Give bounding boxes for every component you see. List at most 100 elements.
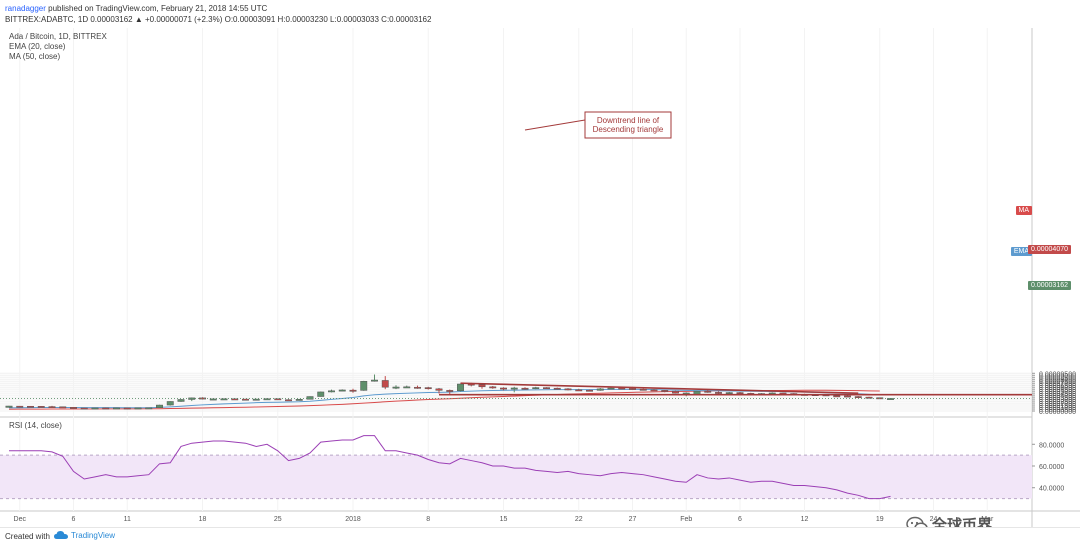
time-tick-label: 19: [876, 516, 884, 523]
downtrend-line: [460, 382, 859, 394]
candle-body: [263, 398, 271, 401]
candle-body: [607, 387, 615, 390]
candle-body: [424, 387, 432, 390]
candle-body: [704, 390, 712, 393]
candle-body: [833, 395, 841, 398]
candle-body: [166, 401, 174, 406]
candle-body: [596, 388, 604, 391]
candle-body: [521, 387, 529, 390]
candle-body: [736, 392, 744, 394]
candle-body: [725, 392, 733, 394]
price-tick-label: 0.00005000: [1039, 389, 1076, 396]
candle-body: [27, 405, 34, 408]
author-link[interactable]: ranadagger: [5, 4, 46, 13]
candle-body: [48, 406, 56, 409]
candle-body: [70, 407, 77, 409]
tradingview-cloud-icon: [54, 531, 68, 539]
candle-body: [532, 387, 540, 390]
time-tick-label: 6: [72, 516, 76, 523]
candle-body: [500, 387, 507, 390]
tradingview-brand[interactable]: TradingView: [54, 530, 115, 540]
price-tick-label: 0.00008000: [1039, 377, 1076, 384]
rsi-tick-label: 40.0000: [1039, 486, 1064, 493]
rsi-tick-label: 80.0000: [1039, 442, 1064, 449]
candle-body: [123, 407, 131, 410]
created-with-label: Created with: [5, 532, 50, 541]
tradingview-label: TradingView: [71, 530, 116, 540]
price-tick-label: 0.00003000: [1039, 397, 1076, 404]
time-tick-label: Dec: [14, 516, 27, 523]
time-tick-label: 15: [500, 516, 508, 523]
candle-body: [672, 390, 679, 394]
chart-area[interactable]: 0.00000000 0.00000500 0.00001000 0.00001500…: [0, 28, 1080, 534]
time-tick-label: 8: [426, 516, 430, 523]
candle-body: [586, 389, 593, 392]
candle-body: [5, 405, 13, 408]
candle-body: [220, 398, 228, 401]
publish-header: ranadagger published on TradingView.com,…: [0, 0, 1080, 28]
price-tick-label: 0.00000500: [1039, 407, 1076, 414]
candle-body: [564, 388, 572, 391]
time-tick-label: 6: [738, 516, 742, 523]
time-tick-label: Mar: [981, 516, 994, 523]
time-tick-label: 25: [274, 516, 282, 523]
candle-body: [887, 398, 894, 400]
ema-legend: EMA (20, close): [9, 42, 66, 51]
candle-body: [80, 407, 88, 410]
price-tick-label: 0.00002500: [1039, 399, 1076, 406]
candle-body: [715, 392, 722, 394]
candle-body: [102, 407, 110, 410]
candle-body: [510, 387, 518, 390]
candle-body: [113, 407, 120, 410]
price-tick-label: 0.00000000: [1039, 409, 1076, 416]
publish-line: ranadagger published on TradingView.com,…: [5, 4, 267, 13]
rsi-line: [9, 435, 891, 500]
rsi-band: [0, 455, 1032, 499]
candle-body: [360, 380, 368, 391]
candle-body: [865, 396, 873, 399]
candle-body: [489, 386, 497, 389]
candle-body: [844, 395, 851, 398]
candle-body: [209, 398, 217, 401]
price-tick-label: 0.00006000: [1039, 385, 1076, 392]
footer-bar: Created with TradingView: [0, 527, 1080, 547]
price-tick-label: 0.00002000: [1039, 401, 1076, 408]
price-chart-svg[interactable]: 0.000000000.000005000.000010000.00001500…: [0, 28, 1080, 527]
price-tick-label: 0.00001500: [1039, 403, 1076, 410]
candle-body: [478, 384, 486, 388]
candle-body: [188, 397, 196, 400]
rsi-tick-label: 60.0000: [1039, 464, 1064, 471]
candle-body: [403, 386, 411, 389]
price-tick-label: 0.00005500: [1039, 387, 1076, 394]
price-tick-label: 0.00007500: [1039, 379, 1076, 386]
candle-body: [199, 397, 206, 400]
publish-info: published on TradingView.com, February 2…: [48, 4, 268, 13]
candle-body: [543, 387, 550, 390]
candle-body: [392, 386, 400, 389]
candle-body: [639, 388, 647, 391]
time-tick-label: Feb: [680, 516, 692, 523]
price-tick-label: 0.00006500: [1039, 383, 1076, 390]
candle-body: [285, 399, 292, 402]
rsi-legend: RSI (14, close): [9, 421, 62, 430]
candle-body: [91, 407, 99, 410]
annotation-text: Descending triangle: [593, 125, 664, 134]
candle-body: [306, 396, 314, 400]
candle-body: [854, 396, 862, 398]
price-tick-label: 0.00007000: [1039, 381, 1076, 388]
candle-body: [242, 398, 249, 401]
ohlc-line: BITTREX:ADABTC, 1D 0.00003162 ▲ +0.00000…: [5, 15, 432, 24]
candle-body: [618, 387, 626, 390]
candle-body: [177, 399, 185, 402]
candle-body: [317, 391, 325, 397]
candle-body: [231, 398, 239, 401]
price-tick-label: 0.00004500: [1039, 391, 1076, 398]
candle-body: [381, 380, 389, 388]
candle-body: [134, 407, 142, 410]
ema-value-badge: 0.00004070: [1028, 245, 1071, 254]
chart-background: [0, 28, 1080, 527]
candle-body: [371, 379, 378, 382]
candle-body: [59, 406, 67, 409]
candle-body: [575, 389, 583, 392]
candle-body: [145, 407, 153, 410]
